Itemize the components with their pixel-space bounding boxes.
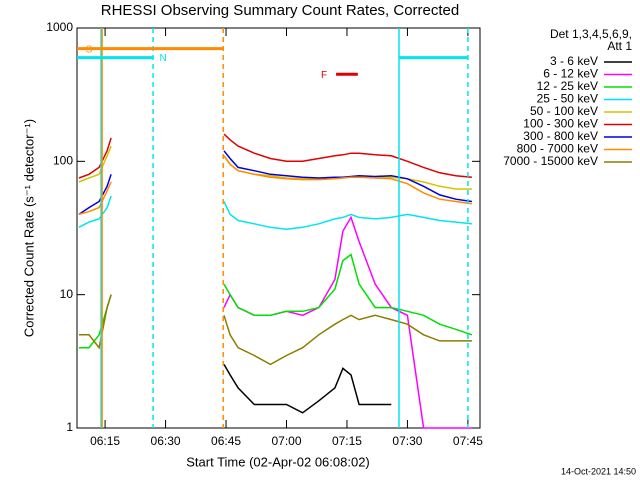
series-line <box>78 155 473 216</box>
series-line <box>78 195 472 230</box>
legend-header: Det 1,3,4,5,6,9, <box>550 27 632 41</box>
flag-label: F <box>321 70 327 81</box>
legend-label: 7000 - 15000 keV <box>503 154 598 168</box>
y-tick-label: 10 <box>60 287 74 301</box>
legend-label: 800 - 7000 keV <box>517 142 598 156</box>
series-line <box>78 294 472 366</box>
y-axis-label: Corrected Count Rate (s⁻¹ detector⁻¹) <box>21 119 36 337</box>
x-tick-label: 06:45 <box>211 434 241 448</box>
legend-label: 6 - 12 keV <box>543 67 598 81</box>
x-tick-label: 06:30 <box>151 434 181 448</box>
x-tick-label: 07:00 <box>271 434 301 448</box>
series-line <box>78 133 472 179</box>
chart-title: RHESSI Observing Summary Count Rates, Co… <box>101 2 459 19</box>
x-tick-label: 07:15 <box>332 434 362 448</box>
series-line <box>78 150 473 216</box>
y-tick-label: 1 <box>66 420 73 434</box>
x-tick-label: 06:15 <box>90 434 120 448</box>
y-tick-label: 100 <box>53 154 73 168</box>
legend-label: 300 - 800 keV <box>523 129 598 143</box>
flag-label: N <box>159 53 166 64</box>
x-tick-label: 07:45 <box>453 434 483 448</box>
legend-label: 50 - 100 keV <box>530 104 598 118</box>
legend-label: 100 - 300 keV <box>523 117 598 131</box>
flag-label: S <box>86 44 93 55</box>
legend-header: Att 1 <box>607 39 632 53</box>
y-tick-label: 1000 <box>46 20 73 34</box>
x-tick-label: 07:30 <box>392 434 422 448</box>
legend-label: 25 - 50 keV <box>537 92 598 106</box>
series-line <box>223 364 392 414</box>
legend-label: 3 - 6 keV <box>550 54 598 68</box>
plot-frame <box>76 27 481 429</box>
legend-label: 12 - 25 keV <box>537 79 598 93</box>
footer: 14-Oct-2021 14:50 <box>561 466 636 476</box>
x-axis-label: Start Time (02-Apr-02 06:08:02) <box>186 454 370 469</box>
